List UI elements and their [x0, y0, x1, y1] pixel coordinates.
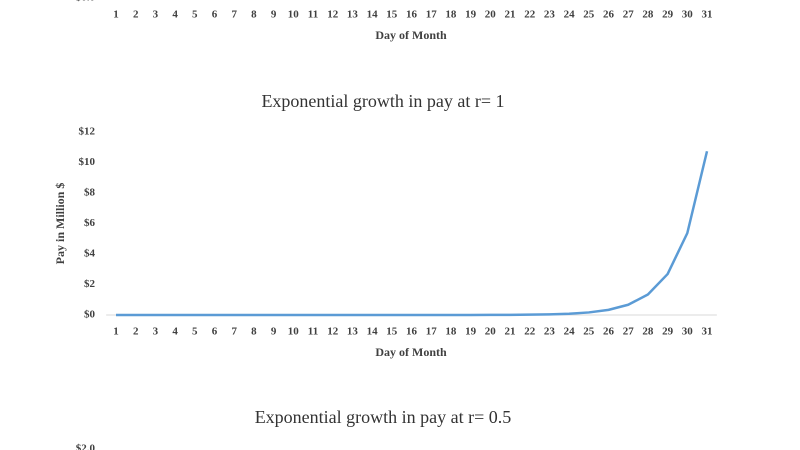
x-tick-label: 12 [327, 326, 339, 338]
x-tick-label: 27 [623, 326, 635, 338]
x-tick-label: 12 [327, 9, 339, 21]
x-tick-label: 23 [544, 326, 556, 338]
x-tick-label: 6 [212, 326, 218, 338]
x-tick-label: 9 [271, 326, 277, 338]
x-axis-label: Day of Month [375, 28, 447, 42]
x-tick-label: 2 [133, 326, 139, 338]
y-tick-label: $6 [84, 217, 96, 229]
x-tick-label: 17 [426, 326, 438, 338]
line-series [116, 150, 709, 317]
x-tick-label: 6 [212, 9, 218, 21]
y-tick-label: $0 [84, 309, 96, 321]
x-tick-label: 26 [603, 326, 615, 338]
x-tick-label: 20 [485, 326, 497, 338]
x-tick-label: 24 [564, 9, 576, 21]
x-axis-label: Day of Month [375, 345, 447, 359]
x-tick-label: 29 [662, 9, 674, 21]
x-tick-label: 15 [386, 9, 398, 21]
y-tick-label: $2 [84, 278, 96, 290]
y-tick-label: $0.0 [76, 0, 96, 4]
x-tick-label: 1 [113, 326, 119, 338]
x-tick-label: 28 [642, 9, 654, 21]
x-tick-label: 11 [308, 9, 318, 21]
x-tick-label: 30 [682, 9, 694, 21]
x-tick-label: 13 [347, 326, 359, 338]
x-tick-label: 31 [702, 326, 713, 338]
y-tick-label: $12 [79, 126, 96, 138]
x-tick-label: 28 [642, 326, 654, 338]
x-tick-label: 23 [544, 9, 556, 21]
x-tick-label: 11 [308, 326, 318, 338]
x-tick-label: 14 [367, 9, 379, 21]
x-tick-label: 10 [288, 9, 300, 21]
x-tick-label: 26 [603, 9, 615, 21]
x-tick-label: 1 [113, 9, 119, 21]
x-tick-label: 13 [347, 9, 359, 21]
chart-title: Exponential growth in pay at r= 0.5 [255, 407, 512, 427]
x-tick-label: 21 [505, 9, 516, 21]
x-tick-label: 29 [662, 326, 674, 338]
x-tick-label: 15 [386, 326, 398, 338]
x-tick-label: 2 [133, 9, 139, 21]
x-tick-label: 24 [564, 326, 576, 338]
x-tick-label: 5 [192, 326, 198, 338]
y-axis-label: Pay in Million $ [53, 183, 67, 265]
x-tick-label: 25 [583, 9, 595, 21]
x-tick-label: 7 [231, 9, 237, 21]
x-tick-label: 27 [623, 9, 635, 21]
x-tick-label: 8 [251, 9, 257, 21]
x-tick-label: 14 [367, 326, 379, 338]
x-tick-label: 16 [406, 9, 418, 21]
y-tick-label: $2.0 [76, 443, 96, 450]
x-tick-label: 8 [251, 326, 257, 338]
y-tick-label: $10 [79, 156, 96, 168]
x-tick-label: 19 [465, 326, 477, 338]
x-tick-label: 25 [583, 326, 595, 338]
x-tick-label: 17 [426, 9, 438, 21]
x-tick-label: 20 [485, 9, 497, 21]
x-tick-label: 19 [465, 9, 477, 21]
x-tick-label: 31 [702, 9, 713, 21]
x-tick-label: 3 [153, 9, 159, 21]
x-tick-label: 3 [153, 326, 159, 338]
x-tick-label: 5 [192, 9, 198, 21]
y-tick-label: $4 [84, 248, 96, 260]
x-tick-label: 16 [406, 326, 418, 338]
x-tick-label: 22 [524, 326, 536, 338]
x-tick-label: 7 [231, 326, 237, 338]
x-tick-label: 18 [445, 9, 457, 21]
x-tick-label: 9 [271, 9, 277, 21]
y-tick-label: $8 [84, 187, 96, 199]
x-tick-label: 10 [288, 326, 300, 338]
x-tick-label: 30 [682, 326, 694, 338]
x-tick-label: 22 [524, 9, 536, 21]
x-tick-label: 21 [505, 326, 516, 338]
x-tick-label: 18 [445, 326, 457, 338]
chart-title: Exponential growth in pay at r= 1 [261, 91, 504, 111]
x-tick-label: 4 [172, 326, 178, 338]
x-tick-label: 4 [172, 9, 178, 21]
